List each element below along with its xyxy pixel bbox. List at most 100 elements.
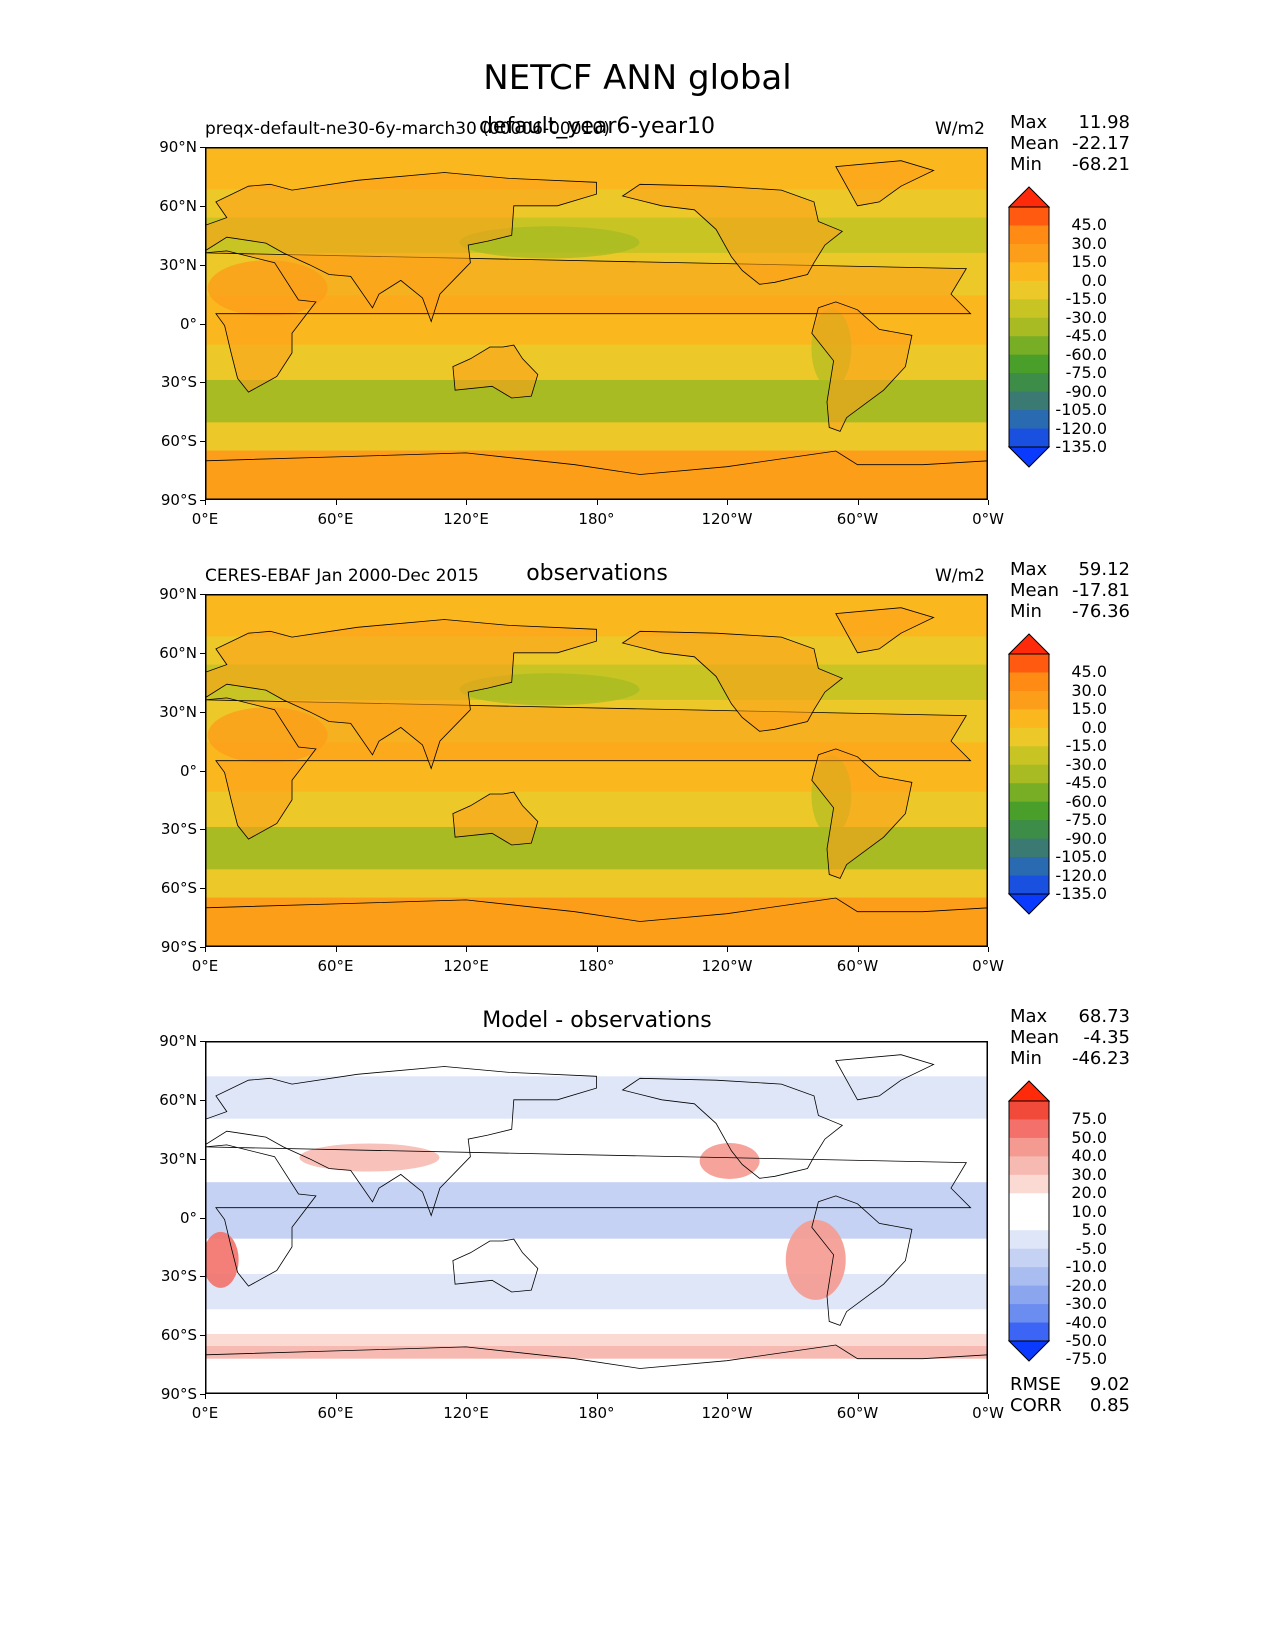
colorbar-tick-label: -75.0 — [1065, 810, 1107, 830]
lat-tick-mark — [200, 500, 205, 501]
panel-left-label: preqx-default-ne30-6y-march30 (00006-000… — [205, 119, 610, 139]
lon-tick-mark — [205, 1394, 206, 1399]
lat-tick-label: 90°N — [159, 585, 197, 603]
lon-tick-mark — [335, 947, 337, 952]
colorbar-tick-label: -45.0 — [1065, 326, 1107, 346]
lon-tick-mark — [205, 947, 206, 952]
lon-tick-mark — [857, 1394, 859, 1399]
lat-tick-label: 60°S — [160, 879, 197, 898]
max-value: 59.12 — [1078, 559, 1130, 580]
lat-tick-mark — [200, 1217, 205, 1219]
max-value: 11.98 — [1078, 112, 1130, 133]
lat-tick-mark — [200, 652, 205, 654]
lon-tick-mark — [727, 947, 728, 952]
colorbar-tick-label: 45.0 — [1071, 215, 1107, 235]
lat-tick-label: 60°S — [160, 1326, 197, 1345]
colorbar-tick-label: -15.0 — [1065, 736, 1107, 756]
lat-tick-mark — [200, 1041, 205, 1042]
lon-tick-label: 0°E — [191, 1404, 219, 1422]
colorbar-tick-label: 5.0 — [1081, 1220, 1107, 1240]
colorbar-tick-label: -90.0 — [1065, 828, 1107, 848]
colorbar-tick-label: -30.0 — [1065, 307, 1107, 327]
field-map — [205, 594, 988, 947]
lon-tick-label: 60°W — [836, 957, 879, 975]
lat-tick-mark — [200, 205, 205, 207]
corr-value: 0.85 — [1089, 1395, 1130, 1416]
lon-tick-label: 60°W — [836, 1404, 879, 1422]
lon-tick-label: 120°E — [443, 510, 489, 528]
min-label: Min — [1010, 1048, 1042, 1069]
lon-tick-mark — [596, 947, 598, 952]
lat-tick-mark — [200, 829, 205, 831]
lat-tick-mark — [200, 147, 205, 148]
colorbar-tick-label: -60.0 — [1065, 791, 1107, 811]
lat-tick-label: 90°N — [159, 1032, 197, 1050]
lat-tick-mark — [200, 1158, 205, 1160]
lat-tick-mark — [200, 1276, 205, 1278]
lat-tick-mark — [200, 1099, 205, 1101]
colorbar-tick-label: 30.0 — [1071, 680, 1107, 700]
corr-label: CORR — [1010, 1395, 1062, 1416]
lat-tick-label: 30°N — [159, 1149, 197, 1168]
colorbar — [1007, 1080, 1051, 1362]
lon-tick-mark — [988, 1394, 989, 1399]
lon-tick-label: 0°W — [972, 957, 1004, 975]
colorbar-tick-label: -40.0 — [1065, 1312, 1107, 1332]
mean-value: -22.17 — [1071, 133, 1130, 154]
lat-tick-mark — [200, 594, 205, 595]
colorbar-tick-label: -30.0 — [1065, 1294, 1107, 1314]
lon-tick-mark — [335, 1394, 337, 1399]
lon-tick-mark — [596, 500, 598, 505]
field-map — [205, 147, 988, 500]
colorbar — [1007, 633, 1051, 915]
unit-label: W/m2 — [935, 119, 985, 139]
lon-tick-label: 0°E — [191, 510, 219, 528]
max-label: Max — [1010, 112, 1048, 133]
mean-label: Mean — [1010, 1027, 1060, 1048]
lat-tick-label: 30°S — [160, 1267, 197, 1286]
lon-tick-label: 180° — [578, 510, 615, 528]
panel-center-label: default_year6-year10 — [478, 114, 716, 139]
lon-tick-mark — [988, 500, 989, 505]
colorbar-tick-label: -60.0 — [1065, 344, 1107, 364]
colorbar-tick-label: 0.0 — [1081, 270, 1107, 290]
colorbar-tick-label: 15.0 — [1071, 699, 1107, 719]
unit-label: W/m2 — [935, 566, 985, 586]
colorbar-tick-label: -135.0 — [1055, 884, 1107, 903]
min-label: Min — [1010, 154, 1042, 175]
max-label: Max — [1010, 559, 1048, 580]
lat-tick-mark — [200, 264, 205, 266]
lon-tick-label: 180° — [578, 1404, 615, 1422]
lon-tick-mark — [205, 500, 206, 505]
lon-tick-mark — [857, 947, 859, 952]
mean-value: -4.35 — [1083, 1027, 1130, 1048]
colorbar-tick-label: -105.0 — [1055, 847, 1107, 867]
lon-tick-label: 120°E — [443, 957, 489, 975]
colorbar-tick-label: -120.0 — [1055, 418, 1107, 438]
lat-tick-label: 90°N — [159, 138, 197, 156]
min-value: -68.21 — [1071, 154, 1130, 175]
lon-tick-label: 60°E — [317, 510, 354, 528]
lon-tick-mark — [596, 1394, 598, 1399]
lon-tick-mark — [466, 500, 467, 505]
lon-tick-label: 60°E — [317, 1404, 354, 1422]
lat-tick-label: 30°S — [160, 820, 197, 839]
panel-center-label: Model - observations — [482, 1008, 712, 1033]
mean-label: Mean — [1010, 133, 1060, 154]
lon-tick-mark — [727, 500, 728, 505]
lat-tick-mark — [200, 382, 205, 384]
colorbar-tick-label: -75.0 — [1065, 1349, 1107, 1369]
lat-tick-label: 0° — [179, 1208, 197, 1227]
lat-tick-mark — [200, 441, 205, 443]
max-label: Max — [1010, 1006, 1048, 1027]
colorbar-tick-label: 10.0 — [1071, 1201, 1107, 1221]
lon-tick-label: 0°E — [191, 957, 219, 975]
colorbar — [1007, 186, 1051, 468]
lon-tick-mark — [466, 947, 467, 952]
panel-left-label: CERES-EBAF Jan 2000-Dec 2015 — [205, 566, 479, 586]
max-value: 68.73 — [1078, 1006, 1130, 1027]
lat-tick-label: 90°S — [160, 938, 197, 956]
lat-tick-mark — [200, 947, 205, 948]
rmse-value: 9.02 — [1089, 1374, 1130, 1395]
lon-tick-mark — [857, 500, 859, 505]
